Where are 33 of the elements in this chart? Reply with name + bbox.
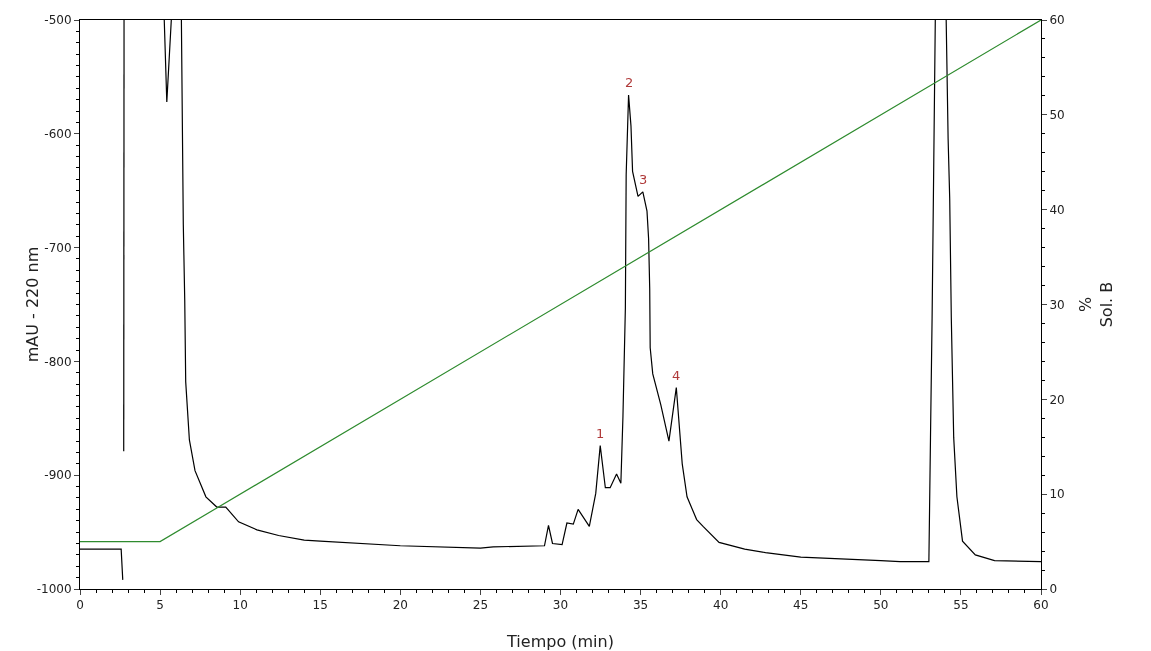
y-tick-label: -600 (44, 127, 72, 141)
y-tick-label: -800 (44, 354, 72, 369)
x-tick-label: 45 (793, 598, 809, 613)
x-tick-label: 20 (392, 598, 408, 613)
x-axis-title: Tiempo (min) (506, 632, 614, 651)
annotation: 2 (625, 75, 634, 90)
x-tick-label: 25 (472, 598, 489, 613)
y-tick-label: -700 (44, 240, 72, 255)
y-tick-label: -900 (44, 468, 72, 483)
y-tick-label: -1000 (36, 582, 72, 597)
annotation: 3 (639, 172, 648, 187)
x-tick-label: 35 (632, 598, 649, 613)
x-tick-label: 30 (552, 598, 569, 613)
x-tick-label: 50 (873, 598, 889, 613)
x-tick-label: 15 (312, 598, 328, 613)
annotation: 4 (672, 368, 681, 383)
y2-tick-label: 20 (1049, 392, 1065, 407)
y2-tick-label: 60 (1049, 13, 1065, 28)
x-tick-label: 10 (232, 598, 248, 613)
x-tick-label: 40 (713, 598, 729, 613)
y-axis-title: mAU - 220 nm (23, 246, 42, 363)
y2-tick-label: 30 (1049, 297, 1065, 312)
y2-tick-label: 50 (1049, 108, 1065, 123)
y-tick-label: -500 (44, 13, 72, 28)
x-tick-label: 0 (76, 598, 84, 613)
y2-axis-title: % Sol. B (1076, 281, 1116, 328)
x-tick-label: 60 (1033, 598, 1049, 613)
y2-tick-label: 10 (1049, 487, 1065, 502)
y2-tick-label: 40 (1049, 202, 1065, 217)
y2-tick-label: 0 (1049, 582, 1058, 597)
x-tick-label: 5 (156, 598, 164, 613)
annotation: 1 (596, 426, 605, 441)
x-tick-label: 55 (953, 598, 969, 613)
